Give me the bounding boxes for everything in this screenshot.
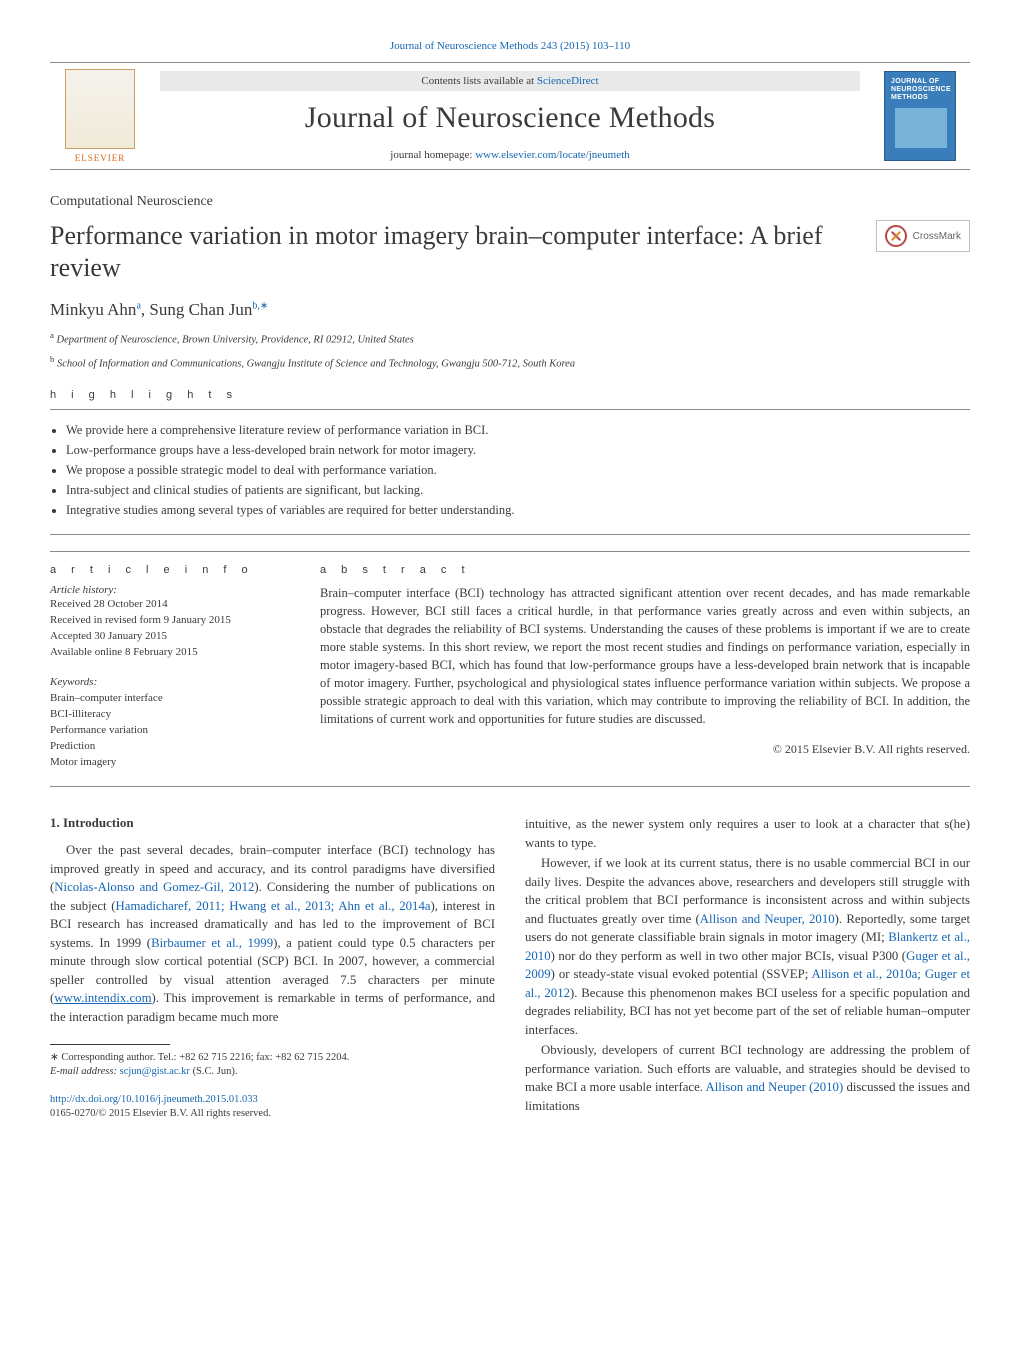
elsevier-tree-icon bbox=[65, 69, 135, 149]
keyword: Motor imagery bbox=[50, 754, 290, 770]
cover-text: JOURNAL OFNEUROSCIENCEMETHODS bbox=[891, 78, 951, 102]
article-info: a r t i c l e i n f o Article history: R… bbox=[50, 564, 290, 770]
highlight-item: We propose a possible strategic model to… bbox=[66, 460, 970, 480]
email-tail: (S.C. Jun). bbox=[190, 1066, 238, 1077]
body-column-left: 1. Introduction Over the past several de… bbox=[50, 815, 495, 1121]
journal-title: Journal of Neuroscience Methods bbox=[160, 101, 860, 135]
citation-link[interactable]: Journal of Neuroscience Methods 243 (201… bbox=[390, 40, 630, 52]
intro-paragraph-1-cont: intuitive, as the newer system only requ… bbox=[525, 815, 970, 852]
citation[interactable]: Hamadicharef, 2011; Hwang et al., 2013; … bbox=[116, 899, 431, 913]
doi-link[interactable]: http://dx.doi.org/10.1016/j.jneumeth.201… bbox=[50, 1094, 258, 1105]
publisher-logo: ELSEVIER bbox=[50, 63, 150, 169]
crossmark-icon bbox=[885, 225, 907, 247]
issn-copyright: 0165-0270/© 2015 Elsevier B.V. All right… bbox=[50, 1107, 495, 1121]
history-date: Received in revised form 9 January 2015 bbox=[50, 612, 290, 628]
highlight-item: We provide here a comprehensive literatu… bbox=[66, 420, 970, 440]
journal-cover: JOURNAL OFNEUROSCIENCEMETHODS bbox=[870, 63, 970, 169]
affiliations: a Department of Neuroscience, Brown Univ… bbox=[50, 328, 970, 371]
author-list: Minkyu Ahna, Sung Chan Junb,∗ bbox=[50, 300, 970, 320]
citation[interactable]: Allison and Neuper, 2010 bbox=[700, 912, 835, 926]
keyword: BCI-illiteracy bbox=[50, 706, 290, 722]
journal-header: ELSEVIER Contents lists available at Sci… bbox=[50, 62, 970, 170]
journal-homepage-line: journal homepage: www.elsevier.com/locat… bbox=[160, 149, 860, 161]
highlight-item: Integrative studies among several types … bbox=[66, 500, 970, 520]
affiliation: a Department of Neuroscience, Brown Univ… bbox=[50, 328, 970, 348]
keywords-label: Keywords: bbox=[50, 674, 290, 690]
doi-block: http://dx.doi.org/10.1016/j.jneumeth.201… bbox=[50, 1093, 495, 1121]
sciencedirect-link[interactable]: ScienceDirect bbox=[537, 75, 599, 87]
intro-paragraph-1: Over the past several decades, brain–com… bbox=[50, 841, 495, 1026]
author-1: Minkyu Ahn bbox=[50, 300, 136, 319]
citation[interactable]: Allison and Neuper (2010) bbox=[706, 1080, 844, 1094]
homepage-url[interactable]: www.elsevier.com/locate/jneumeth bbox=[475, 149, 629, 161]
history-date: Accepted 30 January 2015 bbox=[50, 628, 290, 644]
article-section: Computational Neuroscience bbox=[50, 194, 970, 210]
article-title: Performance variation in motor imagery b… bbox=[50, 220, 860, 284]
corr-line: ∗ Corresponding author. Tel.: +82 62 715… bbox=[50, 1051, 495, 1065]
author-2: , Sung Chan Jun bbox=[141, 300, 252, 319]
email-label: E-mail address: bbox=[50, 1066, 120, 1077]
intro-paragraph-3: Obviously, developers of current BCI tec… bbox=[525, 1041, 970, 1115]
citation-line: Journal of Neuroscience Methods 243 (201… bbox=[50, 40, 970, 52]
external-url[interactable]: www.intendix.com bbox=[54, 991, 151, 1005]
corresponding-author-note: ∗ Corresponding author. Tel.: +82 62 715… bbox=[50, 1051, 495, 1079]
section-1-heading: 1. Introduction bbox=[50, 815, 495, 831]
highlights-box: We provide here a comprehensive literatu… bbox=[50, 409, 970, 535]
crossmark-badge[interactable]: CrossMark bbox=[876, 220, 970, 252]
citation[interactable]: Birbaumer et al., 1999 bbox=[151, 936, 273, 950]
history-date: Available online 8 February 2015 bbox=[50, 644, 290, 660]
publisher-name: ELSEVIER bbox=[75, 153, 126, 163]
history-date: Received 28 October 2014 bbox=[50, 596, 290, 612]
citation[interactable]: Nicolas-Alonso and Gomez-Gil, 2012 bbox=[54, 880, 254, 894]
abstract-copyright: © 2015 Elsevier B.V. All rights reserved… bbox=[320, 742, 970, 757]
abstract-heading: a b s t r a c t bbox=[320, 564, 970, 576]
history-label: Article history: bbox=[50, 584, 290, 596]
keyword: Performance variation bbox=[50, 722, 290, 738]
highlight-item: Low-performance groups have a less-devel… bbox=[66, 440, 970, 460]
author-2-affil: b,∗ bbox=[252, 300, 268, 311]
abstract-text: Brain–computer interface (BCI) technolog… bbox=[320, 584, 970, 728]
email-link[interactable]: scjun@gist.ac.kr bbox=[120, 1066, 190, 1077]
highlights-heading: h i g h l i g h t s bbox=[50, 389, 970, 401]
intro-paragraph-2: However, if we look at its current statu… bbox=[525, 854, 970, 1039]
article-info-heading: a r t i c l e i n f o bbox=[50, 564, 290, 576]
highlight-item: Intra-subject and clinical studies of pa… bbox=[66, 480, 970, 500]
crossmark-label: CrossMark bbox=[913, 231, 961, 242]
keyword: Brain–computer interface bbox=[50, 690, 290, 706]
keyword: Prediction bbox=[50, 738, 290, 754]
abstract-block: a b s t r a c t Brain–computer interface… bbox=[320, 564, 970, 770]
affiliation: b School of Information and Communicatio… bbox=[50, 352, 970, 372]
contents-bar: Contents lists available at ScienceDirec… bbox=[160, 71, 860, 91]
body-column-right: intuitive, as the newer system only requ… bbox=[525, 815, 970, 1121]
homepage-label: journal homepage: bbox=[390, 149, 475, 161]
contents-prefix: Contents lists available at bbox=[421, 75, 536, 87]
footnote-separator bbox=[50, 1044, 170, 1045]
